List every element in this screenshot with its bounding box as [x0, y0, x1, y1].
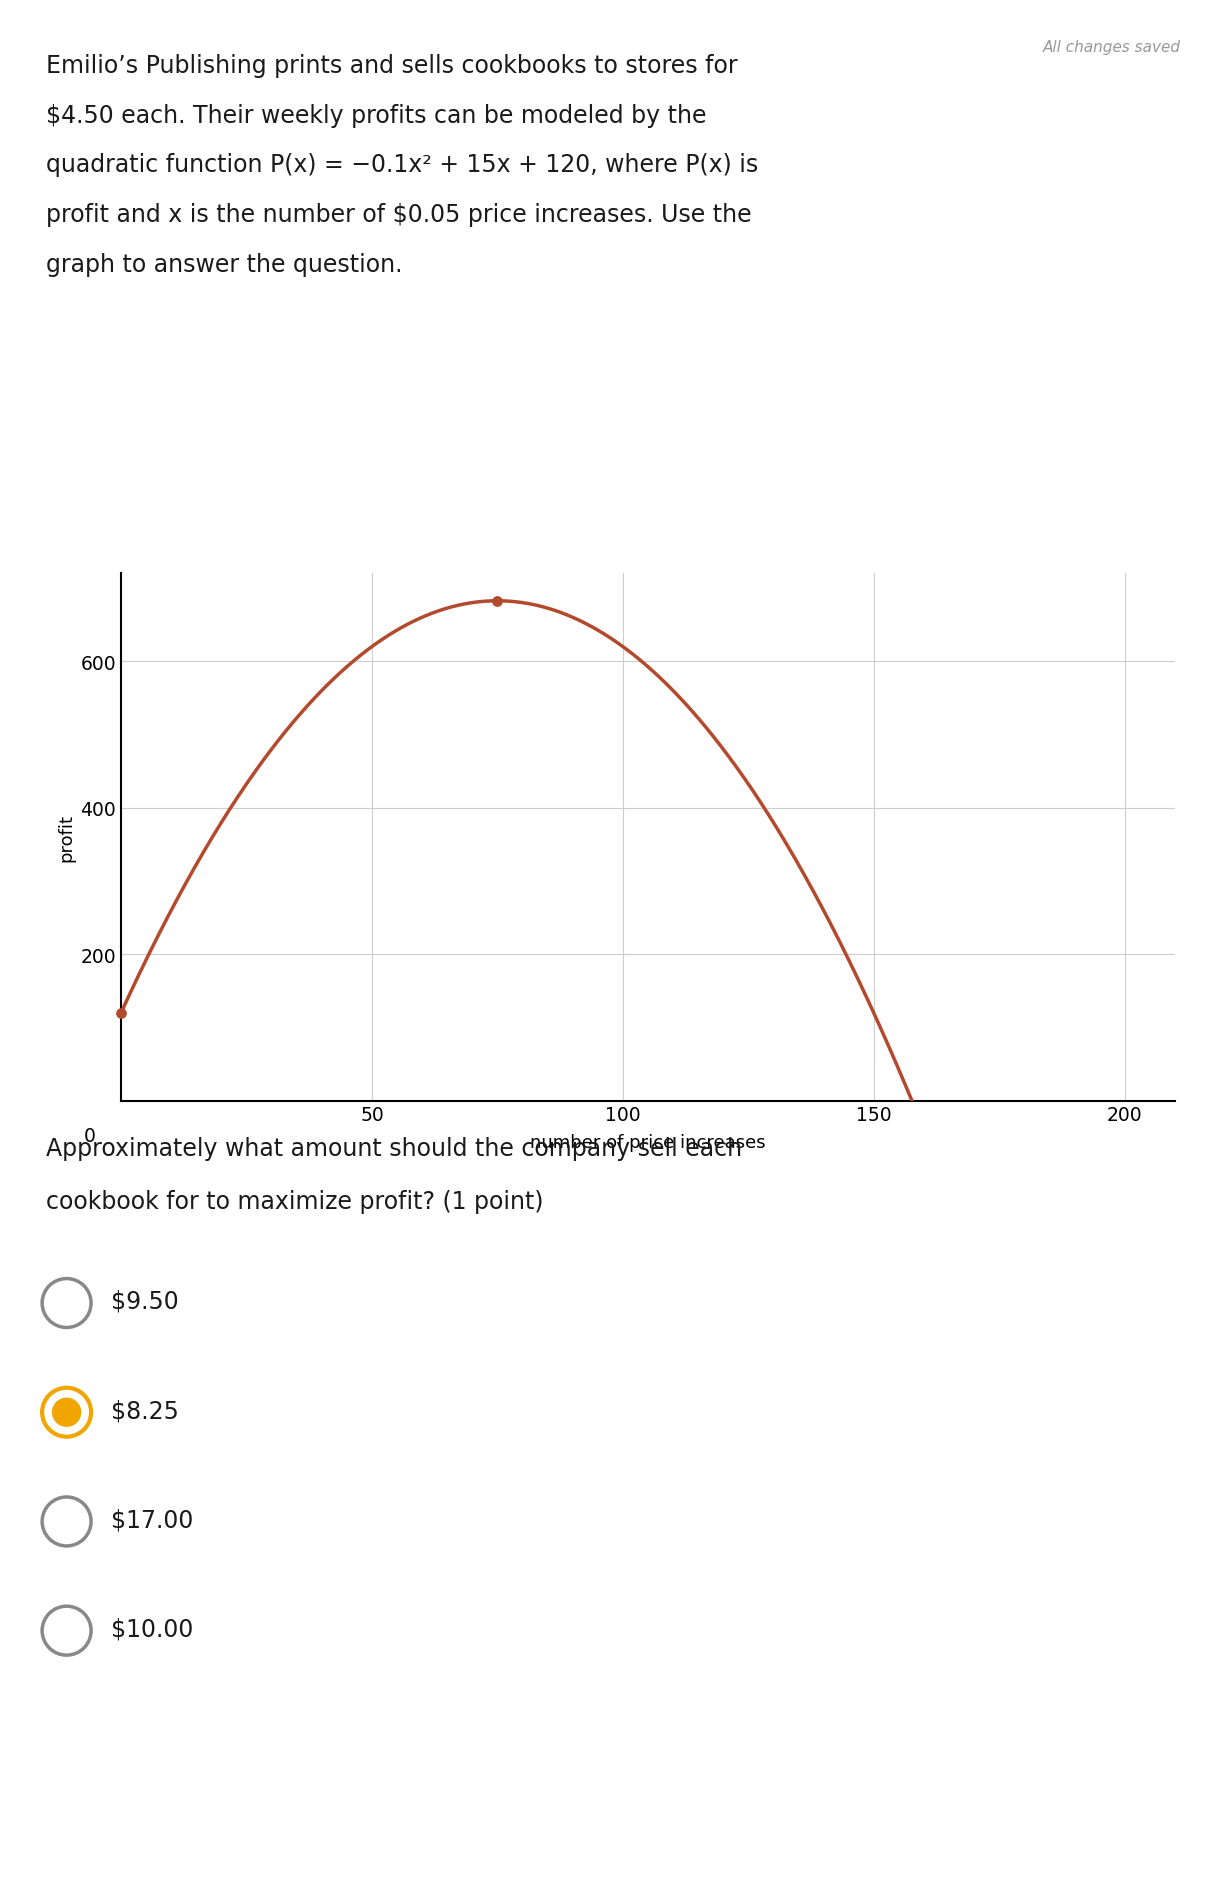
X-axis label: number of price increases: number of price increases: [530, 1133, 765, 1152]
Text: All changes saved: All changes saved: [1043, 40, 1181, 55]
Point: [111, 997, 131, 1028]
Text: $17.00: $17.00: [111, 1507, 194, 1532]
Point: [488, 587, 507, 617]
Text: $9.50: $9.50: [111, 1289, 179, 1314]
Text: quadratic function P(x) = −0.1x² + 15x + 120, where P(x) is: quadratic function P(x) = −0.1x² + 15x +…: [46, 154, 758, 177]
Text: cookbook for to maximize profit? (1 point): cookbook for to maximize profit? (1 poin…: [46, 1189, 544, 1214]
Text: profit and x is the number of $0.05 price increases. Use the: profit and x is the number of $0.05 pric…: [46, 203, 752, 228]
Text: $4.50 each. Their weekly profits can be modeled by the: $4.50 each. Their weekly profits can be …: [46, 104, 706, 128]
Text: $10.00: $10.00: [111, 1617, 194, 1641]
Text: $8.25: $8.25: [111, 1398, 179, 1423]
Y-axis label: profit: profit: [57, 813, 75, 862]
Text: Approximately what amount should the company sell each: Approximately what amount should the com…: [46, 1137, 742, 1161]
Text: graph to answer the question.: graph to answer the question.: [46, 252, 402, 277]
Text: Emilio’s Publishing prints and sells cookbooks to stores for: Emilio’s Publishing prints and sells coo…: [46, 53, 737, 77]
Text: 0: 0: [84, 1127, 96, 1146]
